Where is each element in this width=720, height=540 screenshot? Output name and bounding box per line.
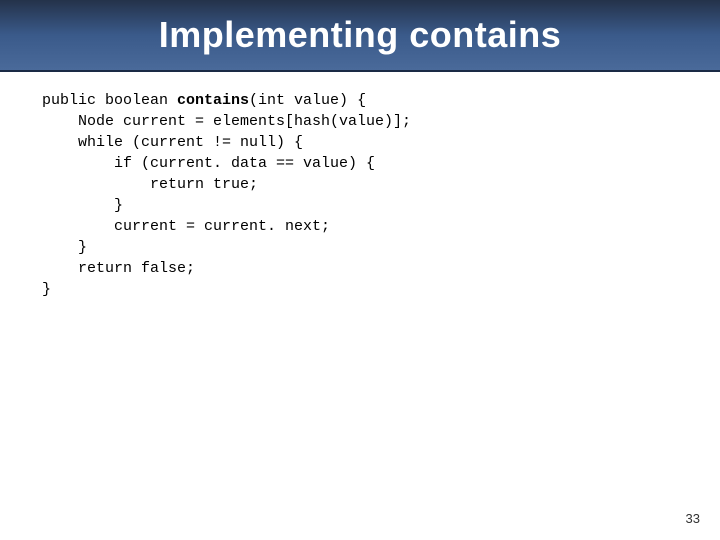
- code-line-8: }: [42, 239, 87, 256]
- code-line-1-method: contains: [177, 92, 249, 109]
- code-line-4: if (current. data == value) {: [42, 155, 375, 172]
- code-line-7: current = current. next;: [42, 218, 330, 235]
- code-line-1-post: (int value) {: [249, 92, 366, 109]
- code-line-10: }: [42, 281, 51, 298]
- slide-title: Implementing contains: [159, 14, 562, 56]
- code-line-1-pre: public boolean: [42, 92, 177, 109]
- code-line-5: return true;: [42, 176, 258, 193]
- page-number: 33: [686, 511, 700, 526]
- code-line-2: Node current = elements[hash(value)];: [42, 113, 411, 130]
- code-line-9: return false;: [42, 260, 195, 277]
- code-line-6: }: [42, 197, 123, 214]
- code-line-3: while (current != null) {: [42, 134, 303, 151]
- code-block: public boolean contains(int value) { Nod…: [0, 72, 720, 300]
- slide-header: Implementing contains: [0, 0, 720, 72]
